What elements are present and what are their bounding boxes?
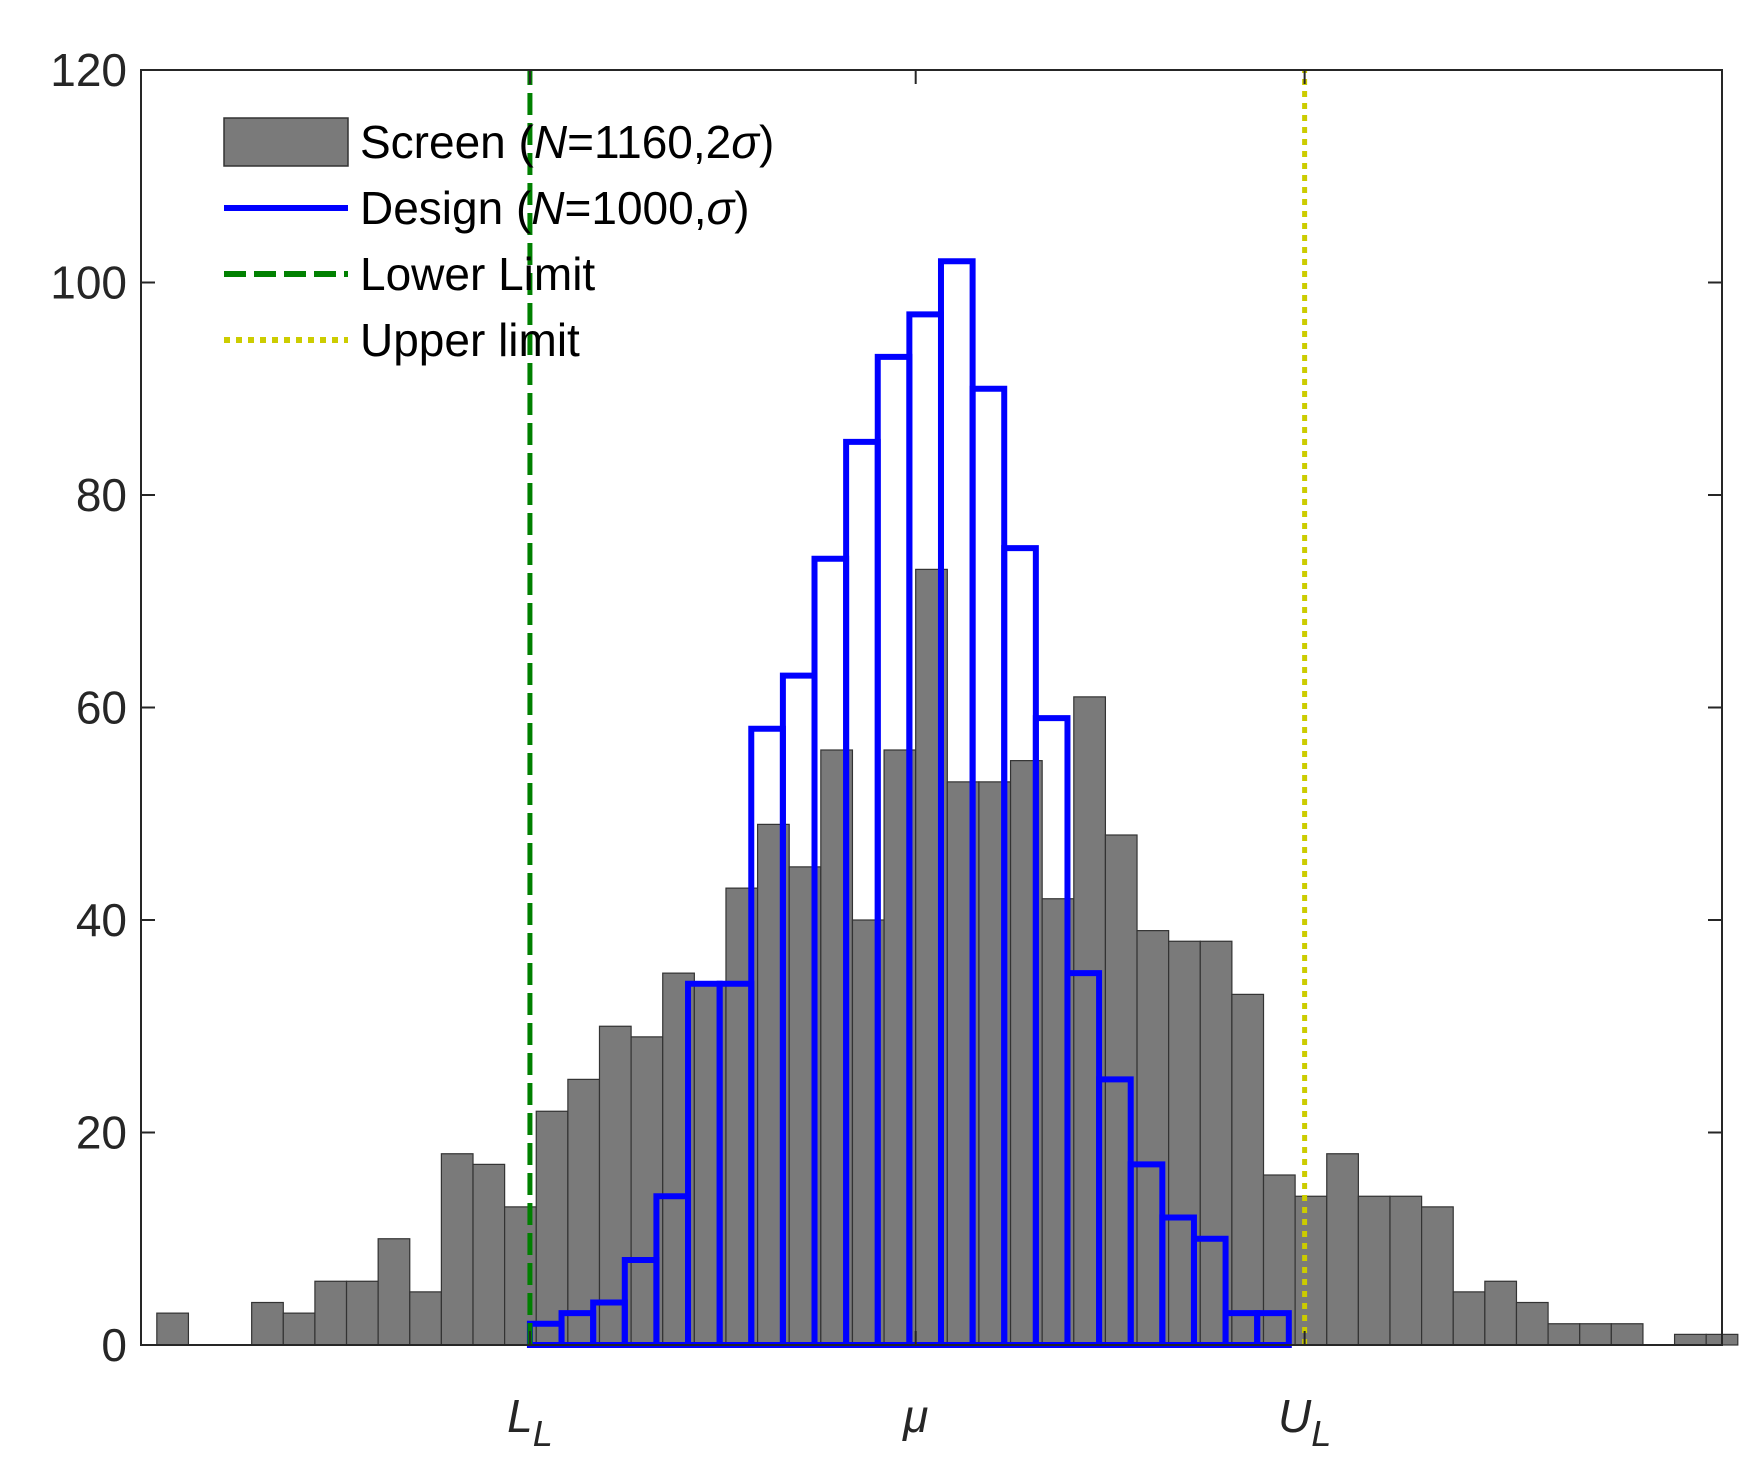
screen-bar [1389, 1195, 1423, 1346]
y-tick-label: 80 [76, 469, 127, 521]
screen-bar [1673, 1333, 1707, 1346]
legend-label: Design (N=1000,σ) [360, 182, 750, 234]
limit-lines [527, 70, 1308, 1345]
x-tick-label: UL [1278, 1390, 1331, 1454]
y-tick-label: 20 [76, 1107, 127, 1159]
screen-bar [1610, 1323, 1644, 1346]
y-tick-label: 120 [50, 44, 127, 96]
legend-label: Upper limit [360, 314, 580, 366]
y-tick-label: 0 [101, 1319, 127, 1371]
screen-bar [630, 1036, 664, 1346]
screen-bar [1484, 1280, 1518, 1346]
screen-bar [1452, 1291, 1486, 1346]
screen-bar [345, 1280, 379, 1346]
screen-bar [1515, 1301, 1549, 1346]
screen-bar [1421, 1206, 1454, 1346]
legend-swatch-screen [223, 117, 349, 167]
screen-bar [1579, 1323, 1612, 1346]
axis-ticks: 0 20 40 60 80 100 120 LL μ UL [50, 44, 1722, 1454]
y-tick-label: 60 [76, 682, 127, 734]
legend-label: Lower Limit [360, 248, 595, 300]
screen-bar [314, 1280, 348, 1346]
screen-bar [1547, 1323, 1581, 1346]
x-tick-label: μ [902, 1390, 928, 1442]
screen-bar [251, 1301, 284, 1346]
x-tick-label: LL [507, 1390, 553, 1454]
screen-bar [440, 1153, 474, 1346]
y-tick-label: 100 [50, 257, 127, 309]
legend-label: Screen (N=1160,2σ) [360, 116, 774, 168]
screen-bar [1357, 1195, 1391, 1346]
screen-bar [377, 1238, 411, 1346]
screen-bar [1326, 1153, 1359, 1346]
screen-bar [156, 1312, 190, 1346]
screen-bar [535, 1110, 569, 1346]
screen-bar [1294, 1195, 1328, 1346]
legend: Screen (N=1160,2σ) Design (N=1000,σ) Lower… [223, 116, 774, 366]
screen-bar [1231, 993, 1265, 1346]
screen-bar [409, 1291, 442, 1346]
y-tick-label: 40 [76, 894, 127, 946]
screen-bar [472, 1163, 506, 1346]
screen-bar [282, 1312, 316, 1346]
